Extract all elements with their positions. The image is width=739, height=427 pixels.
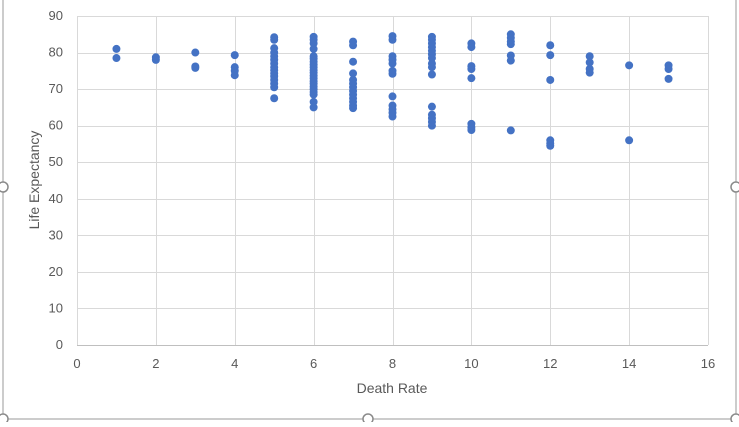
- x-tick-label: 16: [701, 356, 715, 371]
- data-point: [349, 104, 358, 113]
- data-point: [270, 83, 279, 92]
- data-point: [309, 90, 318, 99]
- data-point: [349, 41, 358, 50]
- data-point: [546, 51, 555, 60]
- resize-handle-bottom[interactable]: [362, 413, 374, 425]
- x-tick-label: 12: [543, 356, 557, 371]
- data-point: [506, 40, 515, 49]
- data-point: [309, 39, 318, 48]
- data-point: [506, 56, 515, 65]
- y-tick-label: 0: [56, 337, 63, 352]
- data-point: [112, 44, 121, 53]
- data-point: [191, 63, 200, 72]
- data-point: [388, 35, 397, 44]
- data-point: [191, 48, 200, 57]
- x-tick-label: 14: [622, 356, 636, 371]
- y-tick-label: 10: [49, 300, 63, 315]
- data-point: [546, 41, 555, 50]
- y-tick-label: 30: [49, 227, 63, 242]
- data-point: [112, 54, 121, 63]
- data-point: [625, 136, 634, 145]
- data-point: [467, 126, 476, 135]
- data-point: [467, 74, 476, 83]
- y-tick-label: 40: [49, 191, 63, 206]
- x-tick-label: 4: [231, 356, 238, 371]
- y-tick-label: 90: [49, 8, 63, 23]
- y-axis-title: Life Expectancy: [26, 131, 42, 230]
- axes: [77, 16, 708, 346]
- data-point: [585, 68, 594, 77]
- data-point: [427, 102, 436, 111]
- resize-handle-left[interactable]: [0, 181, 9, 193]
- data-point: [230, 51, 239, 60]
- data-point: [309, 97, 318, 106]
- x-axis-title: Death Rate: [357, 380, 428, 396]
- x-tick-label: 10: [464, 356, 478, 371]
- data-point: [546, 141, 555, 150]
- x-tick-label: 8: [389, 356, 396, 371]
- data-point: [427, 70, 436, 79]
- data-point: [664, 65, 673, 74]
- x-tick-label: 2: [152, 356, 159, 371]
- data-point: [388, 112, 397, 121]
- data-point: [349, 57, 358, 66]
- data-point: [467, 65, 476, 74]
- resize-handle-right[interactable]: [730, 181, 739, 193]
- data-point: [506, 126, 515, 135]
- y-tick-label: 20: [49, 264, 63, 279]
- data-point: [427, 63, 436, 72]
- data-point: [388, 69, 397, 78]
- data-point: [625, 61, 634, 70]
- data-point: [388, 92, 397, 101]
- data-point: [427, 121, 436, 130]
- data-point: [230, 71, 239, 80]
- y-tick-label: 50: [49, 154, 63, 169]
- data-point: [467, 43, 476, 52]
- data-point: [585, 52, 594, 61]
- data-point: [427, 54, 436, 63]
- data-point: [270, 35, 279, 44]
- y-tick-label: 70: [49, 81, 63, 96]
- resize-handle-bottom-right[interactable]: [730, 413, 739, 425]
- data-point: [585, 58, 594, 67]
- y-tick-label: 60: [49, 118, 63, 133]
- data-point: [546, 75, 555, 84]
- y-tick-label: 80: [49, 45, 63, 60]
- tick-labels: 0 10 20 30 40 50 60 70 80 90 0 2 4 6 8 10 12 14 16: [49, 8, 716, 371]
- resize-handle-bottom-left[interactable]: [0, 413, 9, 425]
- data-points: [112, 30, 673, 150]
- data-point: [349, 69, 358, 78]
- data-point: [151, 55, 160, 64]
- data-point: [270, 94, 279, 103]
- data-point: [309, 103, 318, 112]
- x-tick-label: 6: [310, 356, 317, 371]
- data-point: [664, 74, 673, 83]
- data-point: [309, 44, 318, 53]
- data-point: [388, 59, 397, 68]
- x-tick-label: 0: [73, 356, 80, 371]
